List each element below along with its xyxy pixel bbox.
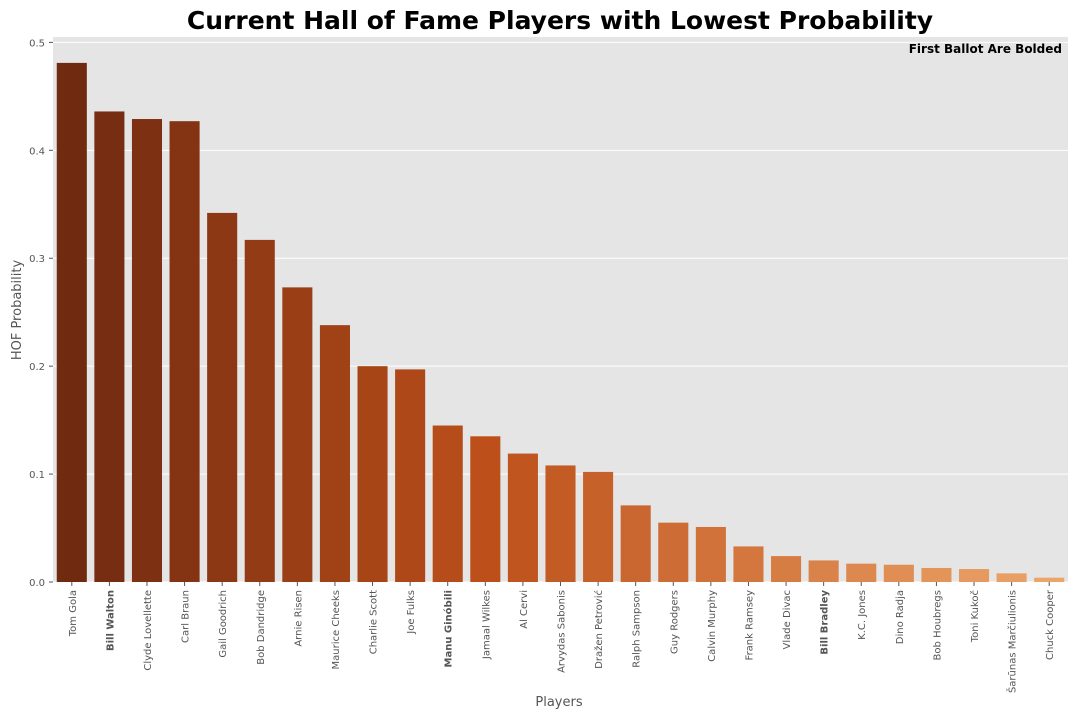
x-tick-label: Bill Walton — [105, 590, 116, 651]
bar — [733, 546, 764, 582]
y-tick-label: 0.0 — [29, 578, 45, 589]
bar — [470, 436, 501, 582]
bar — [282, 287, 313, 582]
x-tick-label: K.C. Jones — [857, 590, 868, 640]
x-tick-label: Arnie Risen — [293, 590, 304, 647]
bar — [244, 239, 275, 582]
bar — [395, 369, 426, 582]
x-tick-label: Clyde Lovellette — [143, 590, 154, 671]
bar — [695, 526, 726, 582]
first-ballot-annotation: First Ballot Are Bolded — [909, 42, 1062, 56]
x-tick-label: Šarūnas Marčiulionis — [1006, 590, 1019, 693]
bars — [56, 62, 1065, 583]
bar — [808, 560, 839, 582]
y-tick-labels: 0.0 0.1 0.2 0.3 0.4 0.5 — [29, 38, 53, 589]
x-tick-label: Toni Kukoč — [969, 590, 981, 643]
x-tick-label: Charlie Scott — [369, 590, 380, 654]
bar — [883, 564, 914, 582]
x-tick-label: Carl Braun — [181, 590, 192, 643]
bar — [507, 453, 538, 582]
bar — [921, 567, 952, 582]
x-axis-label: Players — [535, 695, 582, 710]
y-tick-label: 0.2 — [29, 362, 45, 373]
x-tick-label: Jamaal Wilkes — [481, 590, 492, 660]
x-tick-label: Joe Fulks — [406, 590, 417, 635]
bar — [357, 366, 388, 582]
bar — [94, 111, 125, 583]
x-tick-label: Guy Rodgers — [669, 590, 680, 654]
y-tick-label: 0.5 — [29, 38, 45, 49]
x-tick-label: Dino Radja — [895, 590, 906, 644]
x-tick-label: Al Cervi — [519, 590, 530, 629]
bar — [207, 212, 238, 582]
bar — [169, 121, 200, 582]
bar — [56, 62, 87, 582]
y-axis-label: HOF Probability — [10, 260, 25, 361]
y-tick-label: 0.4 — [29, 146, 45, 157]
x-tick-labels: Tom Gola Bill Walton Clyde Lovellette Carl … — [68, 582, 1056, 693]
x-tick-label: Vlade Divac — [782, 590, 793, 649]
bar — [771, 556, 802, 582]
x-tick-label: Frank Ramsey — [744, 590, 755, 661]
bar — [958, 569, 990, 582]
x-tick-label: Tom Gola — [68, 590, 79, 637]
bar — [1034, 577, 1065, 582]
y-tick-label: 0.3 — [29, 254, 45, 265]
x-tick-label: Bob Houbregs — [932, 590, 943, 660]
x-tick-label: Maurice Cheeks — [331, 590, 342, 669]
bar — [583, 471, 614, 582]
bar — [996, 573, 1027, 582]
x-tick-label: Dražen Petrović — [593, 590, 605, 669]
y-tick-label: 0.1 — [29, 470, 45, 481]
x-tick-label: Chuck Cooper — [1045, 589, 1056, 660]
x-tick-label: Bill Bradley — [820, 590, 831, 655]
bar — [620, 505, 651, 582]
bar — [131, 119, 163, 582]
x-tick-label: Calvin Murphy — [707, 590, 718, 662]
bar — [658, 522, 689, 582]
bar — [319, 325, 350, 582]
x-tick-label: Ralph Sampson — [632, 590, 643, 668]
bar — [846, 563, 877, 582]
x-tick-label: Arvydas Sabonis — [557, 590, 568, 673]
bar — [545, 465, 576, 582]
x-tick-label: Gail Goodrich — [218, 590, 229, 658]
chart-title: Current Hall of Fame Players with Lowest… — [186, 6, 934, 35]
bar — [432, 425, 463, 582]
x-tick-label: Bob Dandridge — [256, 590, 267, 665]
x-tick-label: Manu Ginóbili — [443, 590, 455, 668]
